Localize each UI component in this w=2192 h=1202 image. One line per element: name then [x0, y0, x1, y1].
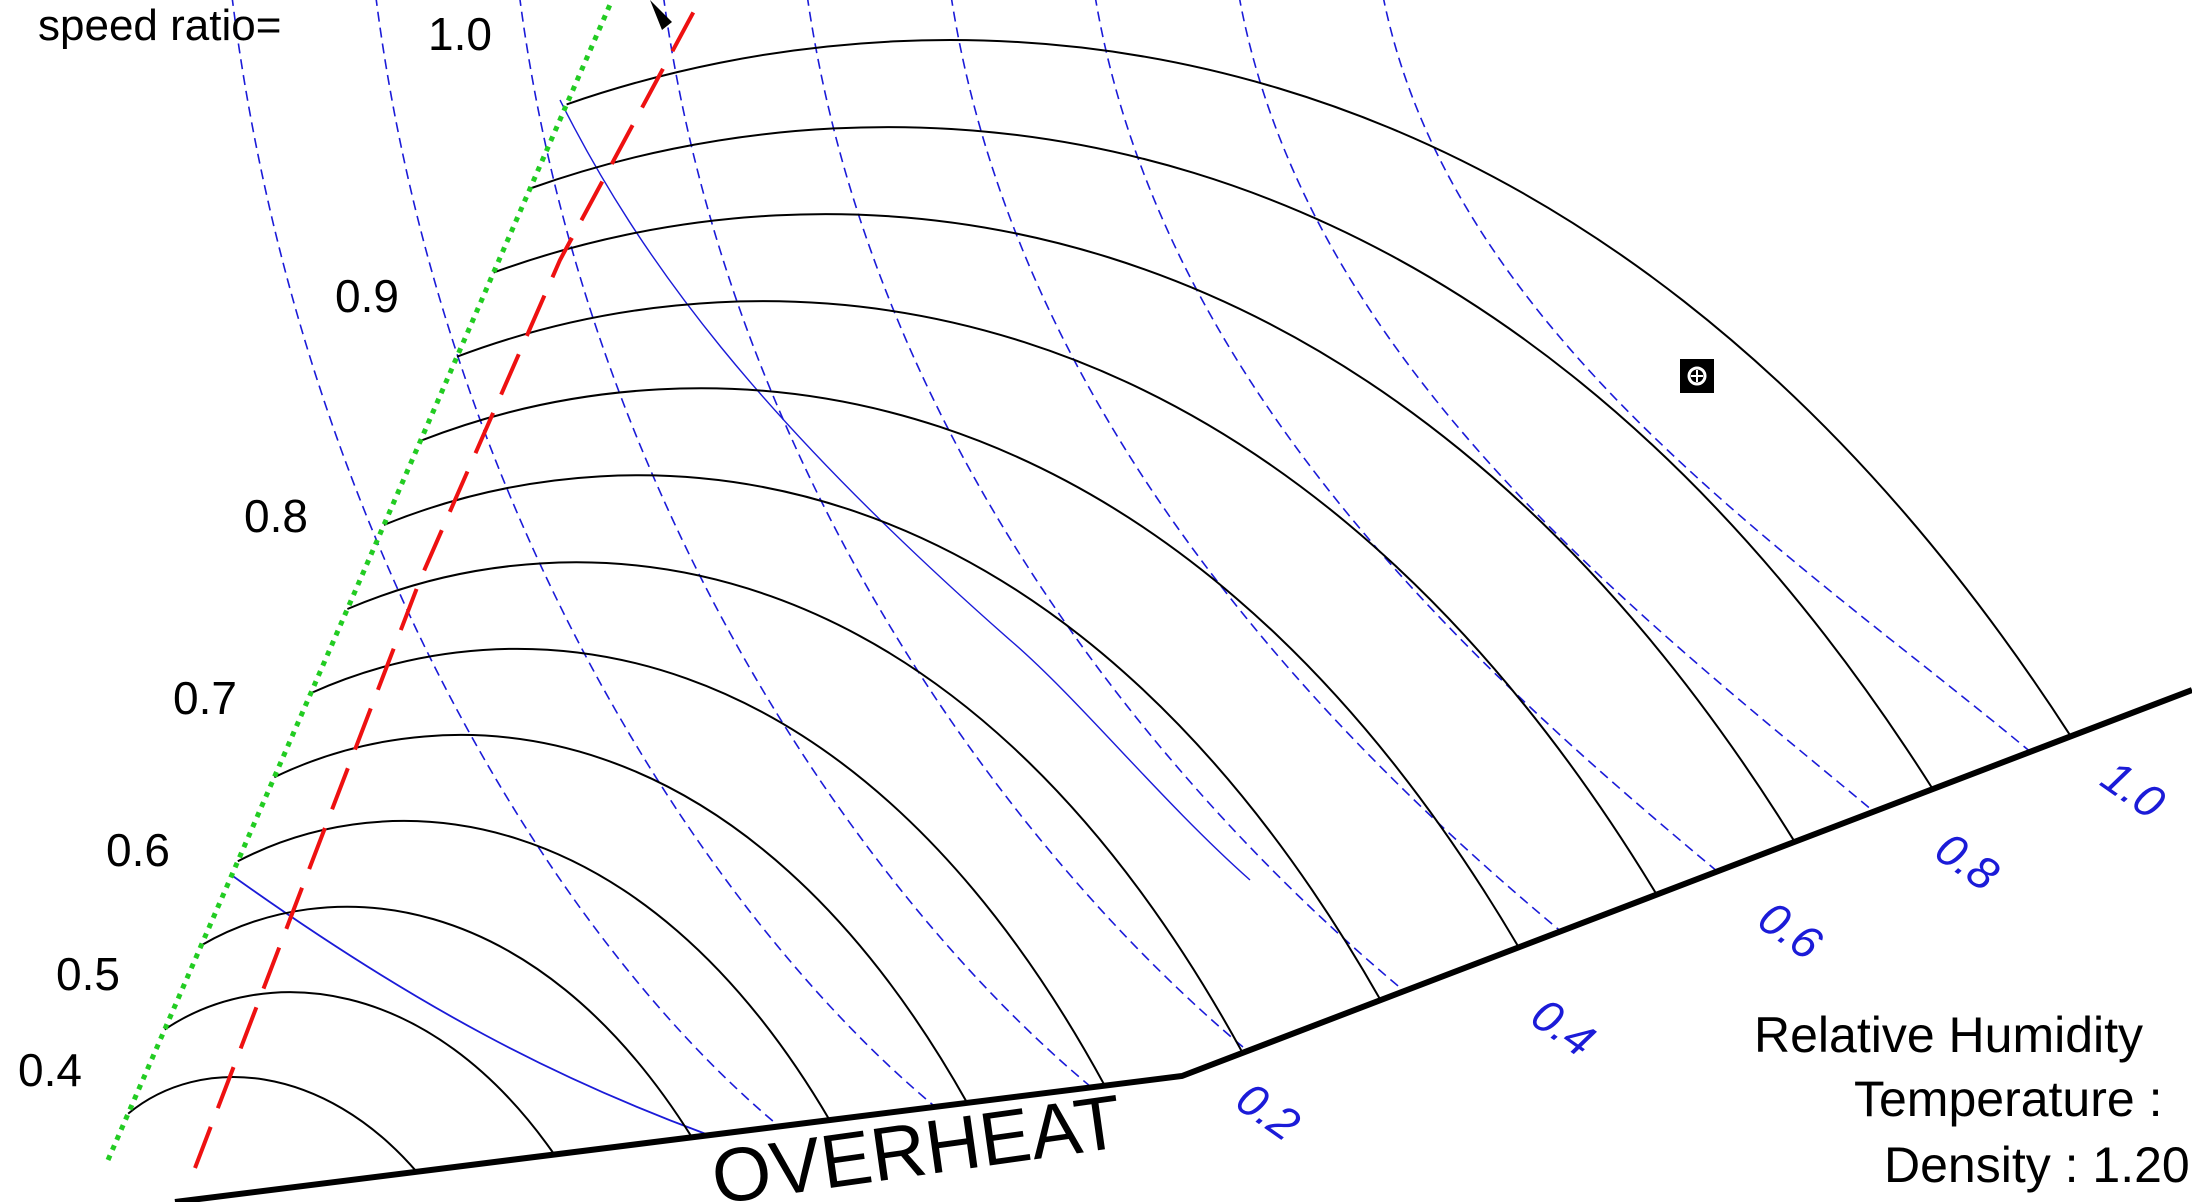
speed-tick-label: 0.7: [173, 672, 237, 724]
top-label-fragment: [650, 0, 672, 30]
humidity-curve: [807, 0, 1405, 992]
humidity-tick-label: 1.0: [2092, 750, 2175, 830]
humidity-limit-curve: [229, 873, 707, 1135]
speed-tick-label: 0.9: [335, 270, 399, 322]
humidity-curve: [951, 0, 1562, 932]
info-density: Density : 1.20: [1884, 1137, 2190, 1193]
speed-ratio-curve: [493, 213, 1796, 843]
info-relative-humidity: Relative Humidity: [1754, 1007, 2143, 1063]
speed-tick-label: 0.8: [244, 490, 308, 542]
humidity-curve: [1239, 0, 1875, 813]
speed-ratio-curve: [566, 39, 2072, 737]
overheat-label: OVERHEAT: [707, 1079, 1127, 1202]
speed-ratio-curve: [383, 474, 1382, 1001]
humidity-curve: [1383, 0, 2031, 753]
humidity-curve: [663, 0, 1249, 1052]
speed-axis-line: [105, 0, 615, 1161]
humidity-tick-label: 0.4: [1522, 988, 1604, 1067]
speed-ratio-header: speed ratio=: [38, 1, 281, 50]
humidity-curves: [229, 0, 2031, 1135]
speed-ratio-curve: [420, 387, 1520, 948]
info-temperature: Temperature :: [1854, 1071, 2162, 1127]
humidity-curve: [231, 0, 780, 1128]
speed-tick-label: 0.6: [106, 824, 170, 876]
speed-tick-label: 0.5: [56, 948, 120, 1000]
speed-ratio-curves: [127, 39, 2072, 1173]
speed-ratio-curve: [529, 126, 1934, 790]
speed-ratio-curve: [273, 734, 969, 1104]
speed-ratio-curve: [164, 991, 556, 1156]
humidity-tick-label: 0.8: [1926, 822, 2009, 902]
humidity-tick-label: 0.6: [1749, 891, 1832, 971]
speed-ratio-curve: [310, 647, 1106, 1087]
speed-ratio-curve: [237, 819, 831, 1121]
speed-tick-label: 1.0: [428, 8, 492, 60]
speed-ratio-curve: [456, 300, 1658, 896]
speed-ratio-curve: [127, 1076, 418, 1173]
speed-tick-label: 0.4: [18, 1044, 82, 1096]
humidity-tick-label: 0.2: [1227, 1072, 1309, 1151]
humidity-limit-curve: [559, 99, 1251, 881]
humidity-curve: [519, 0, 1092, 1088]
surge-line: [193, 0, 702, 1169]
humidity-curve: [1095, 0, 1718, 873]
operating-point-marker[interactable]: [1680, 359, 1714, 393]
speed-ratio-curve: [200, 905, 693, 1138]
overheat-boundary: [174, 687, 2192, 1202]
humidity-curve: [375, 0, 936, 1108]
speed-ratio-curve: [347, 561, 1244, 1054]
